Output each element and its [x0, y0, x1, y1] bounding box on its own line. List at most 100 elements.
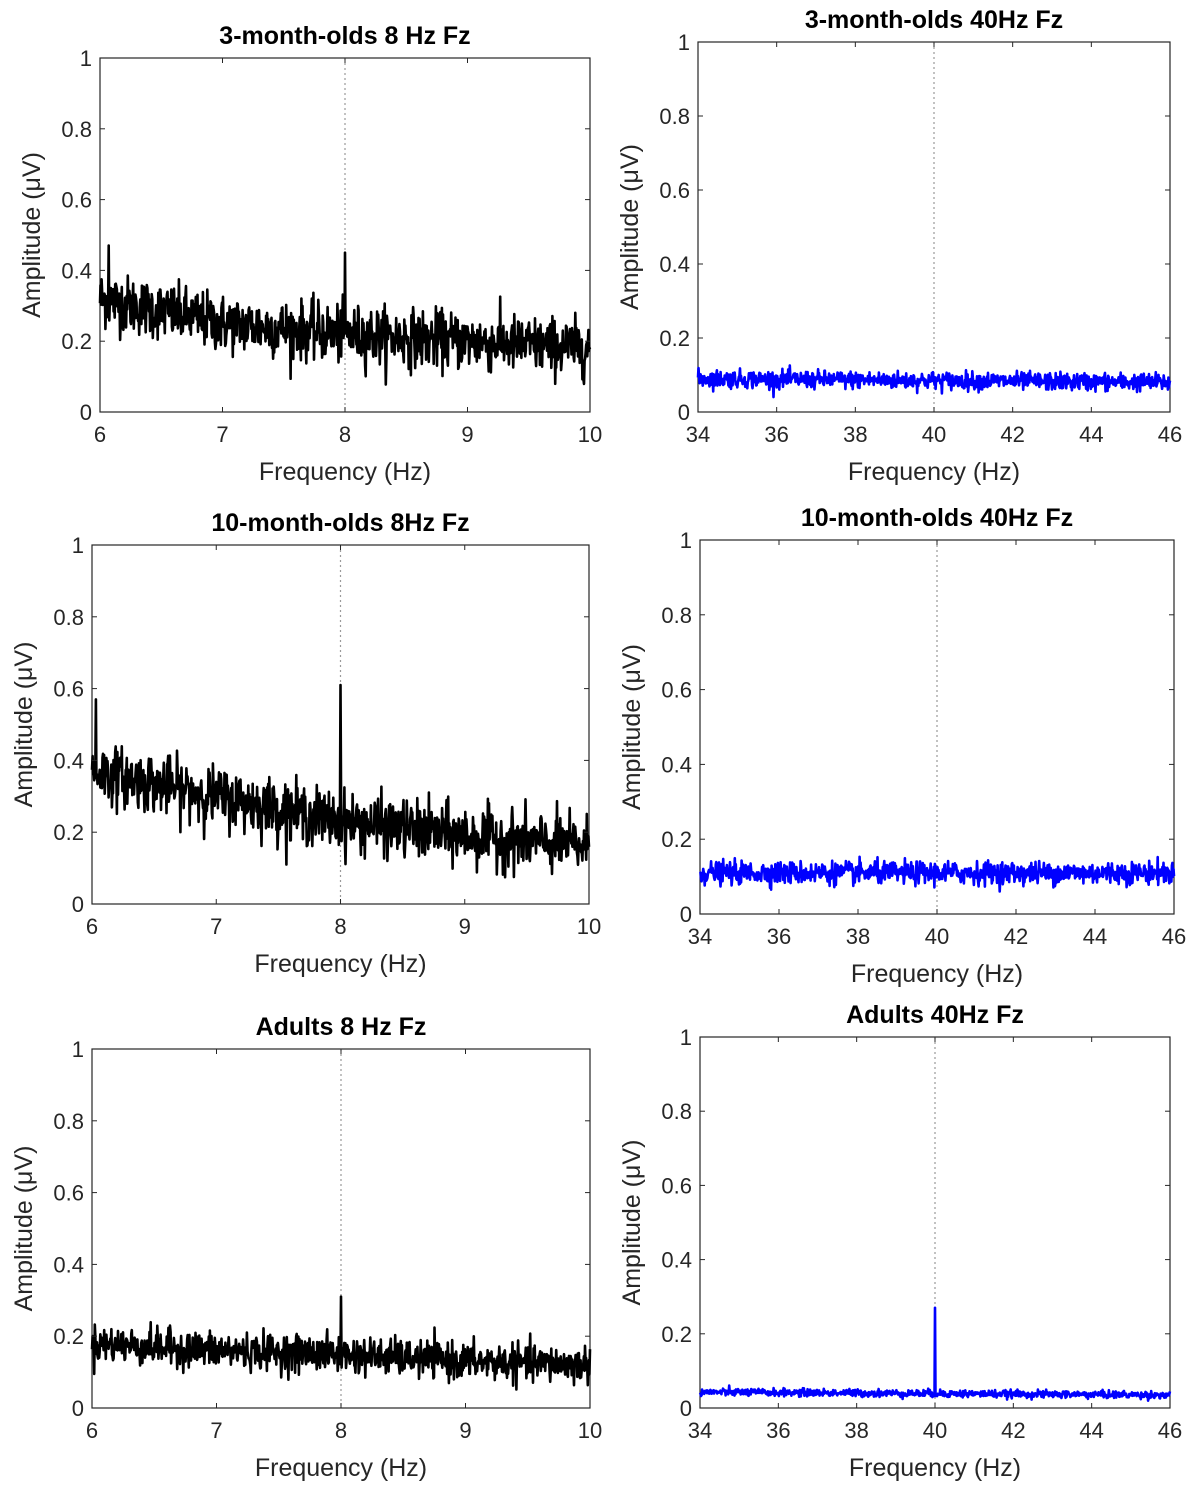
chart-panel-3: 6 7 8 9 10 0 0.2 0.4 0.6 0.8 1 10-month-olds 8Hz Fz…	[10, 509, 601, 978]
x-tick-label: 34	[686, 422, 710, 447]
series-line	[90, 1295, 592, 1391]
chart-title: 3-month-olds 8 Hz Fz	[219, 22, 470, 50]
y-tick-label: 0	[680, 902, 692, 927]
chart-panel-5: 6 7 8 9 10 0 0.2 0.4 0.6 0.8 1 Adults 8 Hz Fz Freque…	[10, 1013, 602, 1482]
x-tick-label: 42	[1004, 924, 1028, 949]
x-tick-label: 40	[922, 422, 946, 447]
chart-title: 10-month-olds 40Hz Fz	[801, 504, 1073, 532]
y-tick-label: 1	[72, 533, 84, 558]
y-tick-label: 0.6	[661, 678, 692, 703]
chart-panel-1: 6 7 8 9 10 0 0.2 0.4 0.6 0.8 1 3-month-olds 8 Hz Fz…	[18, 22, 602, 486]
y-tick-label: 0.4	[53, 748, 84, 773]
y-tick-label: 0.4	[61, 258, 92, 283]
x-tick-label: 36	[766, 1418, 790, 1443]
y-tick-label: 1	[678, 30, 690, 55]
x-tick-label: 42	[1001, 1418, 1025, 1443]
y-tick-label: 0.4	[661, 1248, 692, 1273]
x-tick-label: 44	[1079, 422, 1103, 447]
y-tick-label: 0.4	[53, 1252, 84, 1277]
y-tick-label: 0.8	[661, 1099, 692, 1124]
x-axis-label: Frequency (Hz)	[849, 1454, 1021, 1482]
x-tick-label: 44	[1083, 924, 1107, 949]
y-tick-label: 0.4	[659, 252, 690, 277]
x-axis-label: Frequency (Hz)	[254, 950, 426, 978]
y-tick-label: 0.4	[661, 752, 692, 777]
x-tick-label: 10	[577, 914, 601, 939]
x-tick-label: 8	[335, 1418, 347, 1443]
y-tick-label: 0.6	[53, 1181, 84, 1206]
x-tick-label: 6	[86, 1418, 98, 1443]
y-tick-label: 1	[72, 1037, 84, 1062]
x-tick-label: 10	[578, 1418, 602, 1443]
y-tick-label: 0.2	[53, 1324, 84, 1349]
series-line	[698, 855, 1176, 893]
x-tick-label: 46	[1162, 924, 1186, 949]
x-axis-label: Frequency (Hz)	[259, 458, 431, 486]
y-axis-label: Amplitude (μV)	[10, 1146, 38, 1312]
x-tick-label: 9	[461, 422, 473, 447]
y-tick-label: 0.8	[659, 104, 690, 129]
y-tick-label: 0.6	[659, 178, 690, 203]
x-tick-label: 36	[767, 924, 791, 949]
y-axis-label: Amplitude (μV)	[18, 152, 46, 318]
chart-title: 10-month-olds 8Hz Fz	[211, 509, 469, 537]
x-tick-label: 7	[210, 914, 222, 939]
chart-title: Adults 8 Hz Fz	[256, 1013, 427, 1041]
y-tick-label: 0.2	[661, 1322, 692, 1347]
y-axis-label: Amplitude (μV)	[10, 642, 38, 808]
y-tick-label: 0.2	[53, 820, 84, 845]
chart-title: Adults 40Hz Fz	[846, 1001, 1024, 1029]
x-tick-label: 40	[925, 924, 949, 949]
y-axis-label: Amplitude (μV)	[618, 644, 646, 810]
x-axis-label: Frequency (Hz)	[851, 960, 1023, 988]
chart-panel-2: 34 36 38 40 42 44 46 0 0.2 0.4 0.6 0.8 1 3-month-olds…	[616, 6, 1182, 486]
y-tick-label: 0.2	[61, 329, 92, 354]
x-tick-label: 36	[764, 422, 788, 447]
x-tick-label: 40	[923, 1418, 947, 1443]
x-tick-label: 38	[846, 924, 870, 949]
y-tick-label: 1	[680, 528, 692, 553]
y-axis-label: Amplitude (μV)	[618, 1140, 646, 1306]
y-tick-label: 0.8	[53, 1109, 84, 1134]
series-line	[90, 683, 591, 879]
x-tick-label: 7	[216, 422, 228, 447]
chart-panel-6: 34 36 38 40 42 44 46 0 0.2 0.4 0.6 0.8 1 Adults 40Hz …	[618, 1001, 1182, 1482]
y-tick-label: 0.2	[659, 326, 690, 351]
y-tick-label: 0.6	[61, 188, 92, 213]
x-tick-label: 8	[339, 422, 351, 447]
y-tick-label: 0.8	[661, 603, 692, 628]
x-tick-label: 42	[1000, 422, 1024, 447]
series-line	[98, 244, 592, 386]
y-tick-label: 0.6	[53, 677, 84, 702]
series-line	[696, 364, 1172, 399]
y-tick-label: 0	[680, 1396, 692, 1421]
x-axis-label: Frequency (Hz)	[255, 1454, 427, 1482]
x-tick-label: 38	[844, 1418, 868, 1443]
y-axis-label: Amplitude (μV)	[616, 144, 644, 310]
y-tick-label: 0.6	[661, 1173, 692, 1198]
x-tick-label: 6	[94, 422, 106, 447]
x-tick-label: 8	[334, 914, 346, 939]
x-tick-label: 9	[459, 1418, 471, 1443]
x-tick-label: 10	[578, 422, 602, 447]
x-axis-label: Frequency (Hz)	[848, 458, 1020, 486]
y-tick-label: 0.2	[661, 827, 692, 852]
x-tick-label: 34	[688, 1418, 712, 1443]
y-tick-label: 0	[678, 400, 690, 425]
y-tick-label: 0	[72, 1396, 84, 1421]
series-line	[698, 1306, 1172, 1402]
y-tick-label: 1	[680, 1025, 692, 1050]
x-tick-label: 46	[1158, 1418, 1182, 1443]
y-tick-label: 0.8	[53, 605, 84, 630]
y-tick-label: 1	[80, 46, 92, 71]
x-tick-label: 6	[86, 914, 98, 939]
x-tick-label: 46	[1158, 422, 1182, 447]
x-tick-label: 7	[210, 1418, 222, 1443]
x-tick-label: 38	[843, 422, 867, 447]
x-tick-label: 34	[688, 924, 712, 949]
x-tick-label: 9	[459, 914, 471, 939]
chart-panel-4: 34 36 38 40 42 44 46 0 0.2 0.4 0.6 0.8 1 10-month-old…	[618, 504, 1186, 988]
y-tick-label: 0	[72, 892, 84, 917]
x-tick-label: 44	[1079, 1418, 1103, 1443]
